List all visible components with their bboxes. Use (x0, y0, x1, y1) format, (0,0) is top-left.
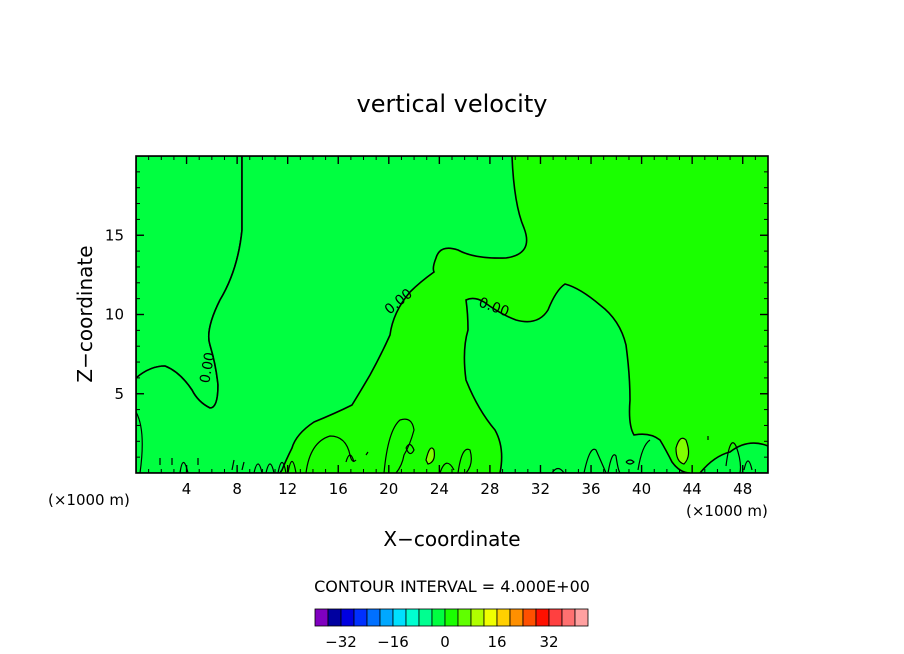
colorbar-swatch (379, 608, 394, 627)
y-tick-label: 5 (114, 385, 124, 403)
colorbar-swatch (418, 608, 433, 627)
field-positive-cell-43 (675, 437, 690, 465)
x-tick-label: 28 (480, 480, 499, 498)
x-axis-ticks: 4 8 12 16 20 24 28 32 36 40 44 48 (148, 156, 756, 498)
colorbar-swatch (431, 608, 446, 627)
y-axis-ticks: 5 10 15 (105, 171, 768, 458)
colorbar-swatch (522, 608, 537, 627)
colorbar-swatch (535, 608, 550, 627)
x-tick-label: 16 (329, 480, 348, 498)
colorbar-swatch (483, 608, 498, 627)
colorbar-swatch (392, 608, 407, 627)
colorbar-swatch (509, 608, 524, 627)
y-tick-label: 15 (105, 226, 124, 244)
colorbar-tick-label: 0 (440, 633, 450, 651)
x-tick-label: 44 (683, 480, 702, 498)
colorbar-swatch (340, 608, 355, 627)
colorbar-swatch (353, 608, 368, 627)
field-negative-region-center (136, 156, 528, 473)
colorbar-swatch (405, 608, 420, 627)
colorbar-swatch (457, 608, 472, 627)
x-tick-label: 20 (379, 480, 398, 498)
chart-title: vertical velocity (357, 90, 548, 118)
colorbar-swatch (366, 608, 381, 627)
colorbar-swatch (496, 608, 511, 627)
contour-interval-label: CONTOUR INTERVAL = 4.000E+00 (314, 577, 590, 596)
colorbar-swatch (314, 608, 329, 627)
x-tick-label: 32 (531, 480, 550, 498)
x-axis-title: X−coordinate (383, 527, 520, 551)
x-unit-label-right: (×1000 m) (686, 502, 768, 520)
x-tick-label: 48 (733, 480, 752, 498)
plot-area: 0.00 0.000.00 4 8 12 16 20 24 28 32 36 40 44 48 5101… (105, 155, 769, 498)
field-positive-cell-24 (425, 447, 435, 465)
near-surface-contour-cells (136, 411, 753, 473)
colorbar-swatch (574, 608, 589, 627)
colorbar-swatch (327, 608, 342, 627)
x-tick-label: 8 (232, 480, 242, 498)
x-tick-label: 12 (278, 480, 297, 498)
x-tick-label: 4 (182, 480, 192, 498)
colorbar-labels: −32 −16 0 16 32 (325, 633, 558, 651)
x-tick-label: 36 (581, 480, 600, 498)
x-tick-label: 40 (632, 480, 651, 498)
x-tick-label: 24 (430, 480, 449, 498)
contour-label: 0.00 (197, 351, 218, 384)
colorbar-swatch (561, 608, 576, 627)
colorbar-tick-label: −32 (325, 633, 357, 651)
colorbar-tick-label: 16 (487, 633, 506, 651)
field-negative-region-right (463, 283, 691, 473)
colorbar-tick-label: −16 (377, 633, 409, 651)
colorbar-swatch (470, 608, 485, 627)
colorbar-swatch (444, 608, 459, 627)
y-tick-label: 10 (105, 306, 124, 324)
y-axis-title: Z−coordinate (73, 245, 97, 382)
x-unit-label-left: (×1000 m) (48, 491, 130, 509)
colorbar-tick-label: 32 (539, 633, 558, 651)
colorbar-swatch (548, 608, 563, 627)
colorbar (314, 608, 589, 627)
